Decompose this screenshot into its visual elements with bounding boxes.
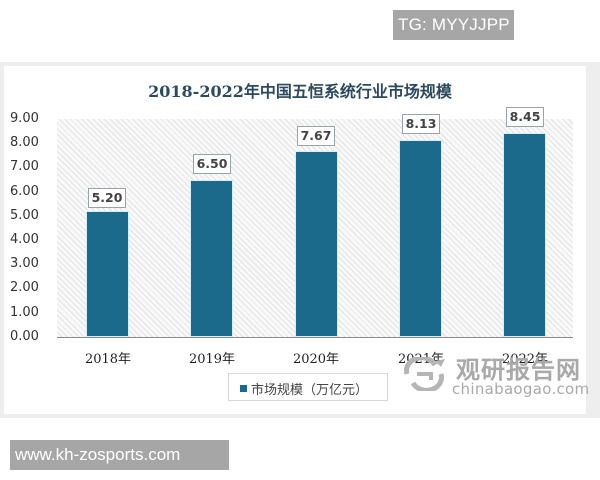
y-tick: 5.00 [10, 208, 39, 223]
legend-label: 市场规模（万亿元） [251, 383, 369, 398]
chart-title: 2018-2022年中国五恒系统行业市场规模 [148, 82, 452, 101]
watermark-url: chinabaogao.com [452, 380, 590, 398]
bar-2018 [86, 211, 129, 337]
chart-legend: 市场规模（万亿元） [228, 373, 388, 401]
bar-2022 [503, 133, 546, 337]
bar-2020 [295, 151, 338, 337]
x-label: 2020年 [292, 352, 340, 367]
chinabaogao-logo-icon [404, 357, 445, 391]
y-tick: 8.00 [10, 135, 39, 150]
y-tick: 6.00 [10, 184, 39, 199]
y-tick: 3.00 [10, 256, 39, 271]
bar-2021 [399, 140, 442, 337]
y-tick: 9.00 [10, 111, 39, 126]
y-tick: 4.00 [10, 232, 39, 247]
watermark-name: 观研报告网 [456, 356, 581, 384]
bar-value-label: 5.20 [88, 188, 126, 208]
bar-value-label: 8.45 [506, 107, 544, 127]
y-tick: 1.00 [10, 305, 39, 320]
bar-2019 [190, 180, 233, 337]
bar-value-label: 8.13 [402, 114, 440, 134]
y-tick: 7.00 [10, 159, 39, 174]
bar-value-label: 7.67 [297, 126, 335, 146]
bar-value-label: 6.50 [193, 154, 231, 174]
tg-badge: TG: MYYJJPP [393, 10, 514, 40]
y-tick: 0.00 [10, 329, 39, 344]
x-label: 2022年 [501, 352, 549, 367]
x-label: 2019年 [188, 352, 236, 367]
x-axis-line [57, 337, 573, 338]
url-badge: www.kh-zosports.com [10, 440, 229, 470]
x-label: 2018年 [84, 352, 132, 367]
y-tick: 2.00 [10, 280, 39, 295]
legend-swatch-icon [240, 385, 247, 392]
